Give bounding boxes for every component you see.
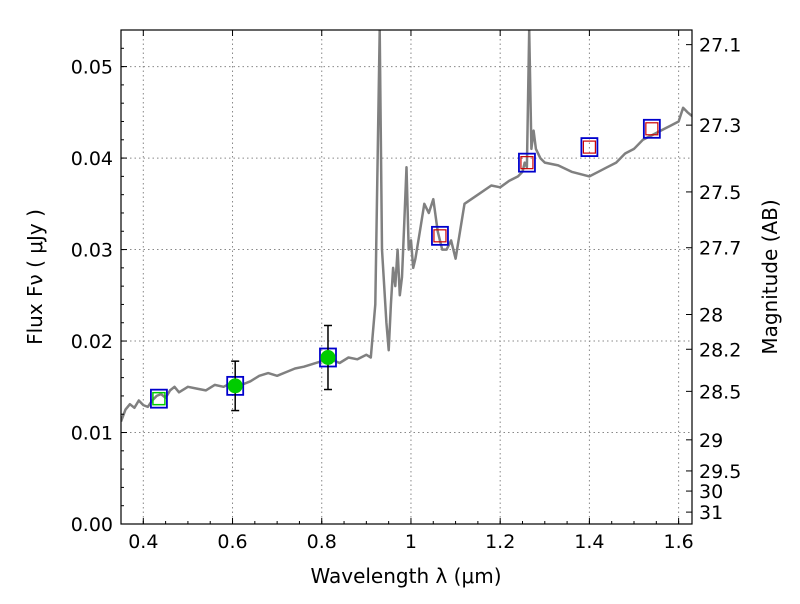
y2-axis-label: Magnitude (AB) <box>758 199 782 354</box>
y2-tick-label: 27.3 <box>699 115 741 137</box>
y2-tick-label: 27.5 <box>699 182 741 204</box>
x-tick-label: 0.4 <box>128 531 158 553</box>
x-tick-label: 1 <box>405 531 417 553</box>
x-tick-label: 1.2 <box>485 531 515 553</box>
y2-tick-label: 28 <box>699 305 723 327</box>
y2-tick-label: 29 <box>699 430 723 452</box>
plot-background <box>121 30 692 524</box>
x-axis-label: Wavelength λ (μm) <box>310 564 501 588</box>
model-box-4 <box>518 152 536 173</box>
axis-ticks: 0.4 0.6 0.8 1 1.2 1.4 1.6 0.00 0.01 0.02 0.03 0.04 0… <box>71 30 741 553</box>
model-box-6 <box>642 118 661 139</box>
y2-tick-label: 27.1 <box>699 35 741 57</box>
photometry-point-1 <box>227 378 243 394</box>
model-box-3 <box>431 225 449 246</box>
y2-tick-label: 28.2 <box>699 339 741 361</box>
y2-tick-label: 30 <box>699 481 723 503</box>
y-axis-label: Flux Fν ( μJy ) <box>23 209 47 345</box>
y-tick-label: 0.02 <box>71 331 113 353</box>
x-tick-label: 1.4 <box>574 531 604 553</box>
x-tick-label: 0.8 <box>307 531 337 553</box>
y-tick-label: 0.01 <box>71 423 113 445</box>
model-box-0 <box>150 388 168 409</box>
y2-tick-label: 27.7 <box>699 238 741 260</box>
y-tick-label: 0.05 <box>71 57 113 79</box>
red-box-3 <box>645 122 659 136</box>
y2-tick-label: 31 <box>699 502 723 524</box>
y2-tick-label: 29.5 <box>699 461 741 483</box>
y-tick-label: 0.04 <box>71 148 113 170</box>
plot-data <box>121 30 692 422</box>
y-tick-label: 0.00 <box>71 514 113 536</box>
x-tick-label: 1.6 <box>664 531 694 553</box>
plot-frame <box>120 29 693 525</box>
red-box-1 <box>520 156 534 170</box>
y2-tick-label: 28.5 <box>699 381 741 403</box>
model-box-5 <box>580 137 599 157</box>
y-tick-label: 0.03 <box>71 240 113 262</box>
spectrum-line-0 <box>121 30 692 422</box>
x-tick-label: 0.6 <box>217 531 247 553</box>
photometry-point-0 <box>152 391 166 406</box>
red-box-0 <box>433 229 447 243</box>
photometry-point-2 <box>320 350 336 366</box>
red-box-2 <box>582 140 596 154</box>
